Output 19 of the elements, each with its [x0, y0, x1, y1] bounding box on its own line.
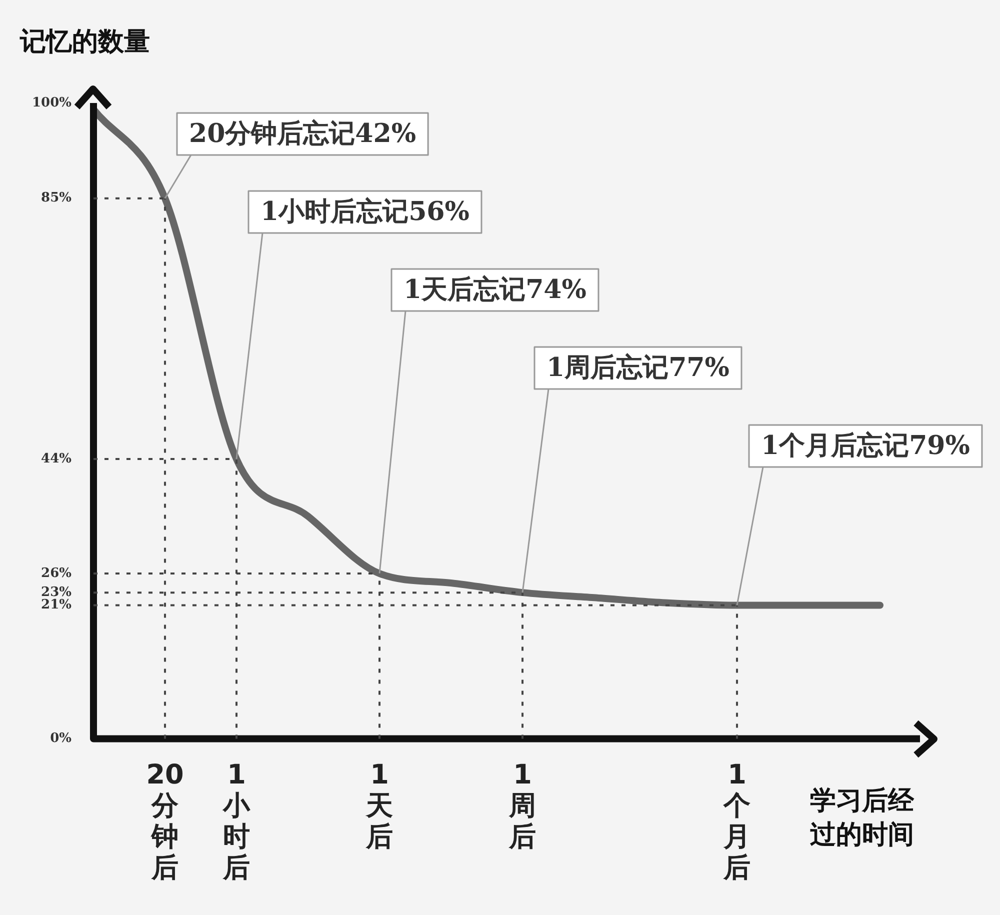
x-tick-label: 20分钟后 — [146, 759, 184, 884]
x-tick-label: 1天后 — [364, 759, 393, 852]
y-tick-label: 21% — [41, 598, 72, 613]
y-tick-label: 85% — [41, 190, 72, 206]
x-tick-label: 1个月后 — [722, 759, 750, 884]
annotation: 1个月后忘记79% — [761, 430, 970, 461]
y-tick-label: 26% — [41, 566, 72, 581]
annotation: 1天后忘记74% — [403, 274, 587, 305]
y-tick-label: 100% — [32, 95, 72, 110]
annotation: 1小时后忘记56% — [260, 196, 470, 227]
y-tick-label: 23% — [41, 584, 72, 600]
y-axis-title: 记忆的数量 — [19, 27, 150, 57]
y-tick-label: 0% — [50, 731, 72, 746]
x-axis-title: 学习后经过的时间 — [809, 786, 915, 850]
y-tick-label: 44% — [41, 451, 72, 466]
x-tick-label: 1周后 — [508, 759, 536, 852]
x-tick-label: 1小时后 — [222, 759, 251, 884]
annotation: 20分钟后忘记42% — [188, 118, 416, 149]
annotation: 1周后忘记77% — [546, 352, 730, 383]
